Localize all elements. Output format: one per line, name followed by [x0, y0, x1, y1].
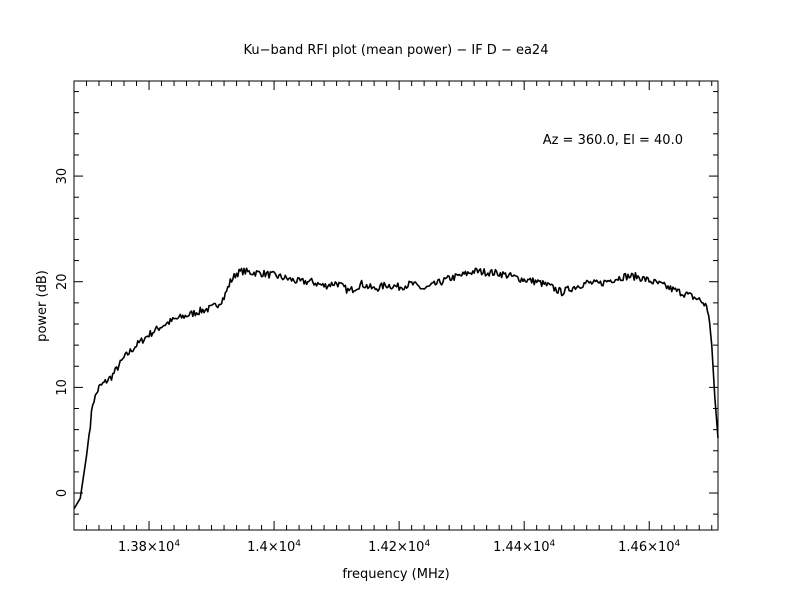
y-tick-label: 10 — [55, 379, 70, 396]
y-axis-ticks — [74, 91, 718, 515]
x-tick-label: 1.42×104 — [368, 539, 430, 555]
x-axis-ticks — [86, 81, 713, 530]
x-tick-label: 1.44×104 — [493, 539, 555, 555]
x-tick-label: 1.46×104 — [618, 539, 680, 555]
x-axis-label: frequency (MHz) — [342, 567, 449, 582]
y-tick-label: 20 — [55, 273, 70, 290]
chart-title: Ku−band RFI plot (mean power) − IF D − e… — [244, 43, 549, 58]
y-axis-label: power (dB) — [35, 270, 50, 342]
y-tick-label: 0 — [55, 489, 70, 497]
az-el-annotation: Az = 360.0, El = 40.0 — [543, 133, 683, 148]
x-tick-label: 1.38×104 — [118, 539, 180, 555]
series-line — [73, 267, 719, 510]
plot-frame — [73, 80, 719, 531]
y-axis-tick-labels: 0 10 20 30 — [55, 168, 70, 497]
x-axis-tick-labels: 1.38×104 1.4×104 1.42×104 1.44×104 1.46×104 — [118, 539, 681, 555]
x-tick-label: 1.4×104 — [247, 539, 301, 555]
y-tick-label: 30 — [55, 168, 70, 185]
